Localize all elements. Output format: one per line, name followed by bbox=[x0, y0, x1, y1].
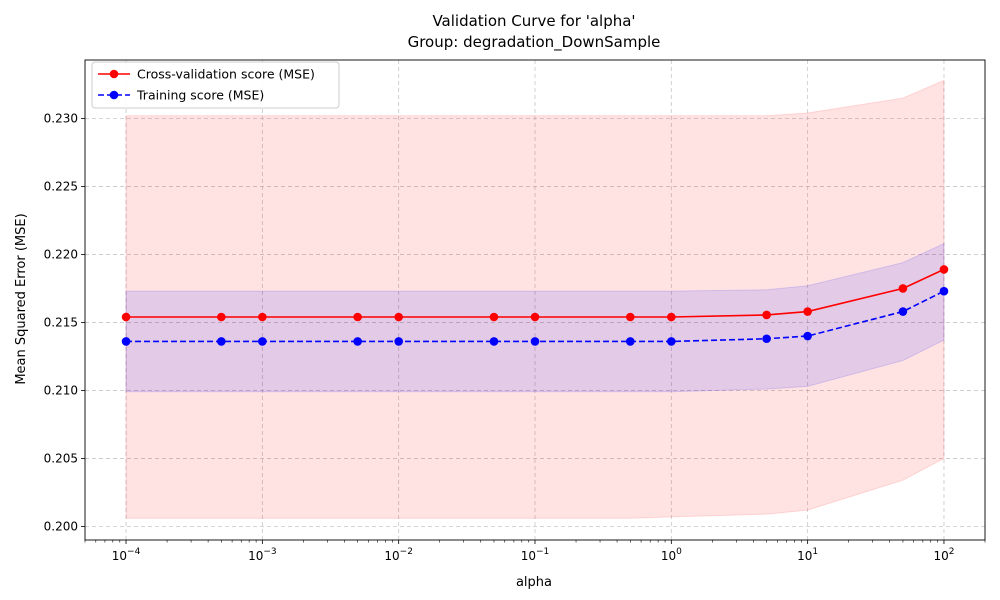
data-point-series-0 bbox=[898, 284, 908, 293]
data-point-series-1 bbox=[353, 337, 362, 346]
legend-label-series-0: Cross-validation score (MSE) bbox=[137, 67, 315, 82]
data-point-series-0 bbox=[353, 312, 362, 322]
data-point-series-1 bbox=[898, 307, 908, 316]
data-point-series-1 bbox=[762, 334, 771, 344]
y-tick-label: 0.230 bbox=[44, 111, 78, 125]
y-tick-label: 0.215 bbox=[44, 315, 78, 329]
x-axis-label: alpha bbox=[516, 575, 552, 590]
data-point-series-0 bbox=[258, 312, 267, 322]
legend: Cross-validation score (MSE) Training sco… bbox=[91, 61, 340, 109]
data-point-series-0 bbox=[625, 312, 635, 322]
y-tick-label: 0.200 bbox=[44, 519, 78, 533]
data-point-series-0 bbox=[394, 312, 403, 322]
y-tick-label: 0.225 bbox=[44, 179, 78, 193]
data-point-series-0 bbox=[667, 312, 676, 322]
y-axis-label: Mean Squared Error (MSE) bbox=[14, 213, 29, 384]
data-point-series-1 bbox=[258, 337, 267, 346]
data-point-series-1 bbox=[217, 337, 226, 346]
data-point-series-1 bbox=[667, 337, 676, 346]
data-point-series-1 bbox=[939, 286, 949, 296]
data-point-series-1 bbox=[489, 337, 499, 346]
x-tick-label: 10−1 bbox=[521, 547, 550, 563]
x-tick-label: 102 bbox=[933, 547, 954, 563]
data-point-series-1 bbox=[625, 337, 635, 346]
data-point-series-0 bbox=[530, 312, 540, 322]
x-tick-label: 101 bbox=[797, 547, 818, 563]
legend-label-series-1: Training score (MSE) bbox=[136, 88, 264, 103]
chart-title: Validation Curve for 'alpha' bbox=[432, 12, 635, 30]
y-tick-label: 0.220 bbox=[44, 247, 78, 261]
legend-box bbox=[91, 61, 340, 109]
data-point-series-0 bbox=[803, 307, 812, 316]
data-point-series-0 bbox=[489, 312, 499, 322]
x-tick-label: 10−2 bbox=[384, 547, 413, 563]
data-point-series-1 bbox=[394, 337, 403, 346]
data-point-series-0 bbox=[939, 265, 949, 274]
x-tick-label: 100 bbox=[661, 547, 682, 563]
y-tick-label: 0.210 bbox=[44, 383, 78, 397]
legend-marker-series-0 bbox=[109, 69, 119, 79]
x-tick-label: 10−4 bbox=[112, 547, 141, 563]
y-tick-label: 0.205 bbox=[44, 451, 78, 465]
data-point-series-0 bbox=[762, 310, 771, 320]
plot-area: 0.200 0.205 0.210 0.215 0.220 0.225 0.230 10−4 1… bbox=[44, 59, 986, 563]
data-point-series-0 bbox=[217, 312, 226, 322]
data-point-series-1 bbox=[530, 337, 540, 346]
legend-marker-series-1 bbox=[109, 90, 119, 100]
data-point-series-1 bbox=[121, 337, 131, 346]
chart-subtitle: Group: degradation_DownSample bbox=[408, 33, 661, 52]
std-band-series-0 bbox=[125, 79, 945, 519]
data-point-series-0 bbox=[121, 312, 131, 322]
data-point-series-1 bbox=[803, 331, 812, 341]
x-tick-label: 10−3 bbox=[248, 547, 277, 563]
